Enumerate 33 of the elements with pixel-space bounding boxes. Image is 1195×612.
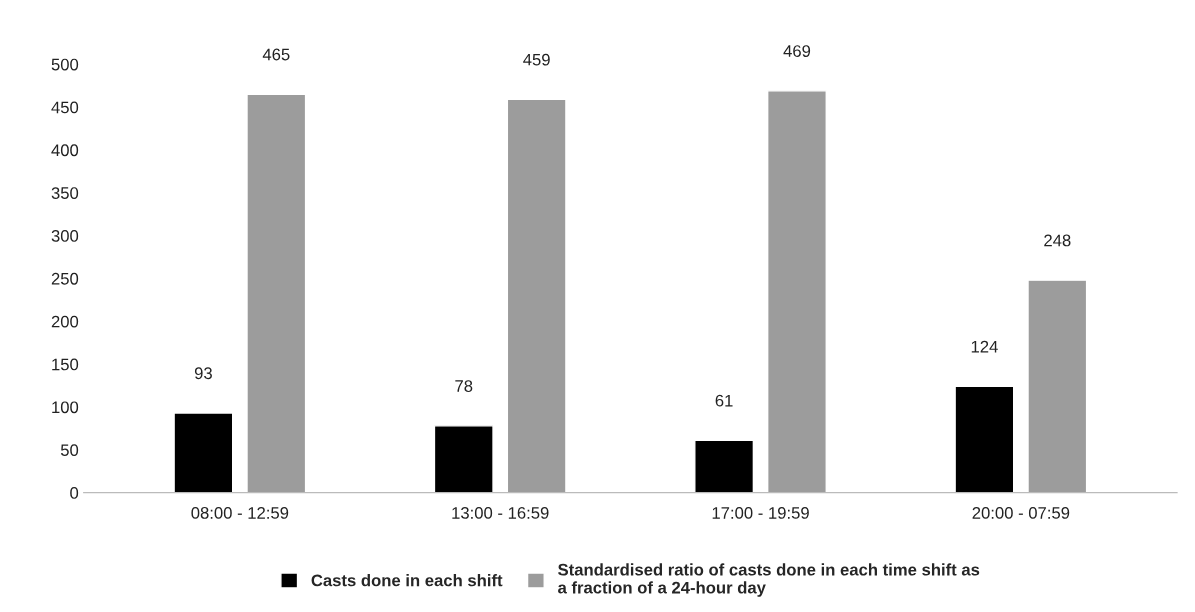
data-label: 78 — [455, 380, 473, 392]
bar — [954, 385, 1015, 493]
legend-label: Standardised ratio of casts done in each time shift as a fraction of a 24-hour day — [558, 563, 980, 597]
data-label: 248 — [1044, 234, 1071, 247]
y-tick-label: 500 — [51, 58, 79, 71]
bar — [1027, 279, 1088, 493]
y-tick-label: 250 — [51, 272, 79, 285]
data-label: 465 — [262, 48, 290, 61]
y-tick-label: 300 — [51, 230, 79, 242]
y-tick-label: 100 — [52, 401, 79, 414]
data-label: 93 — [194, 367, 212, 380]
bar — [173, 412, 234, 493]
y-tick-label: 150 — [52, 358, 79, 371]
y-tick-label: 400 — [51, 144, 79, 157]
legend-label: Casts done in each shift — [311, 574, 503, 587]
x-tick-label: 20:00 - 07:59 — [972, 506, 1070, 519]
y-tick-label: 450 — [51, 101, 79, 114]
bar — [246, 93, 307, 493]
x-tick-label: 08:00 - 12:59 — [191, 506, 289, 519]
x-tick-label: 13:00 - 16:59 — [452, 506, 549, 519]
y-tick-label: 0 — [70, 487, 79, 499]
data-label: 124 — [971, 340, 998, 353]
y-tick-label: 50 — [60, 444, 79, 457]
y-tick-label: 350 — [51, 187, 79, 199]
data-label: 459 — [523, 53, 550, 66]
bar — [506, 98, 567, 493]
data-label: 61 — [715, 394, 733, 407]
bar — [766, 90, 827, 493]
y-tick-label: 200 — [51, 315, 79, 328]
x-tick-label: 17:00 - 19:59 — [712, 506, 809, 519]
data-label: 469 — [783, 45, 811, 57]
bar — [694, 439, 755, 493]
bar — [433, 425, 494, 493]
